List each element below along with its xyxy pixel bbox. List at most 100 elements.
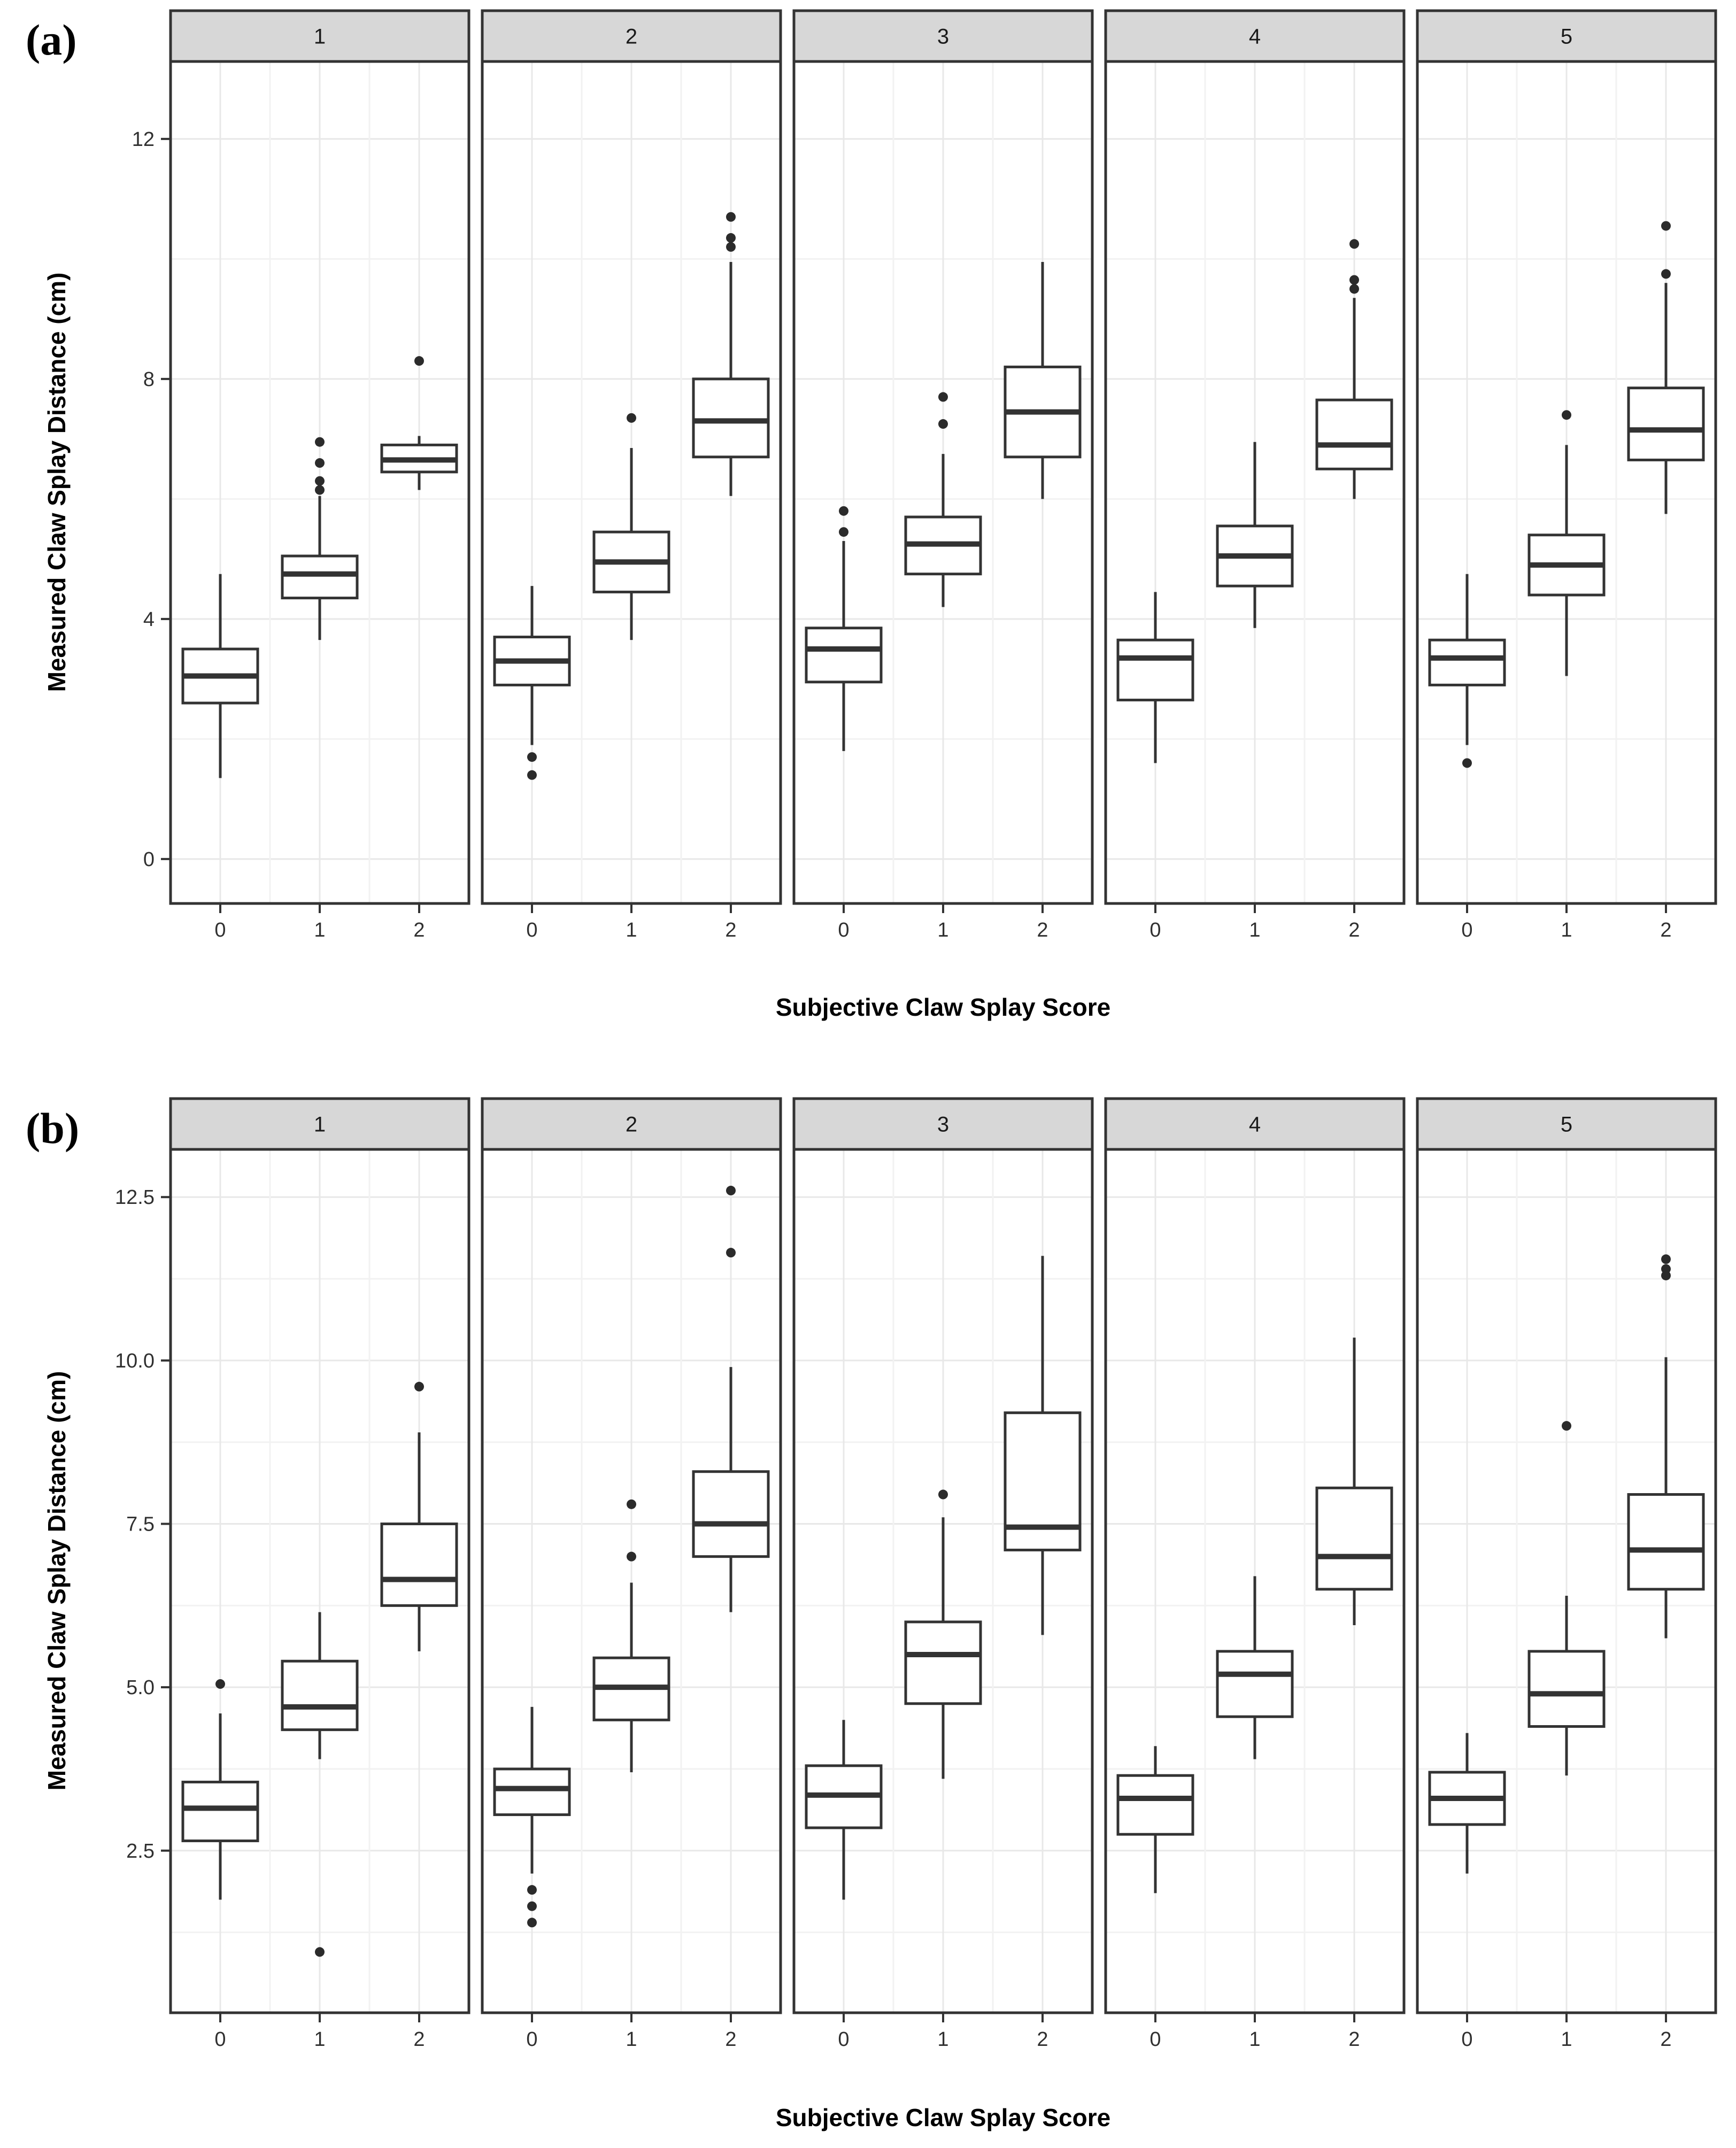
facet-strip-label: 5 — [1561, 1113, 1572, 1137]
outlier-point — [1349, 284, 1359, 294]
outlier-point — [1562, 410, 1571, 420]
outlier-point — [1349, 275, 1359, 285]
facet-strip-label: 1 — [314, 1113, 326, 1137]
facet-strip-label: 2 — [626, 1113, 637, 1137]
x-axis-tick-label: 2 — [1348, 919, 1360, 941]
outlier-point — [938, 392, 948, 402]
outlier-point — [1562, 1421, 1571, 1431]
boxplot — [1315, 1338, 1393, 1626]
box-iqr — [1116, 638, 1194, 701]
facet-strip — [169, 9, 470, 63]
box-iqr — [493, 1767, 571, 1817]
x-axis-tick-label: 2 — [725, 919, 736, 941]
box-iqr — [380, 1523, 458, 1607]
panel-b-label: (b) — [26, 1104, 79, 1153]
box-iqr — [1315, 398, 1393, 470]
boxplot — [1004, 261, 1082, 499]
chart-b-svg: (b) 2.5 5.0 7.5 10.0 12.5 1 0 1 2 2 0 1 2 3 0 1 2 4 0 1 2 5 0 1… — [26, 1097, 1717, 2131]
x-axis-tick-label: 2 — [413, 919, 425, 941]
x-axis-tick-label: 1 — [937, 919, 948, 941]
outlier-point — [1661, 1264, 1671, 1274]
x-axis-tick-label: 0 — [214, 919, 226, 941]
outlier-point — [527, 752, 537, 762]
box-iqr — [1315, 1486, 1393, 1591]
x-axis-tick-label: 1 — [937, 2028, 948, 2051]
x-axis-tick-label: 0 — [1149, 919, 1161, 941]
outlier-point — [527, 770, 537, 780]
facet-strip-label: 3 — [937, 1113, 949, 1137]
outlier-point — [1661, 269, 1671, 279]
boxplot — [493, 586, 571, 780]
box-iqr — [281, 554, 359, 600]
x-axis-tick-label: 2 — [413, 2028, 425, 2051]
outlier-point — [726, 242, 736, 252]
boxplot — [1627, 1254, 1705, 1639]
outlier-point — [726, 233, 736, 243]
facet-strip-label: 2 — [626, 25, 637, 49]
boxplot — [1428, 1733, 1506, 1874]
box-iqr — [1428, 638, 1506, 686]
box-iqr — [692, 1470, 770, 1558]
boxplot — [805, 506, 883, 751]
y-axis-tick-label: 10.0 — [115, 1350, 155, 1372]
outlier-point — [726, 1186, 736, 1196]
facet-strip-label: 3 — [937, 25, 949, 49]
boxplot — [1004, 1256, 1082, 1635]
outlier-point — [1462, 758, 1472, 768]
box-iqr — [904, 1620, 982, 1705]
facet-strip — [1104, 9, 1406, 63]
outlier-point — [627, 1551, 636, 1562]
outlier-point — [414, 1381, 424, 1392]
x-axis-tick-label: 1 — [314, 2028, 325, 2051]
boxplot — [1216, 442, 1294, 628]
x-axis-tick-label: 1 — [626, 919, 637, 941]
boxplot — [1116, 592, 1194, 763]
outlier-point — [1349, 239, 1359, 249]
panel-a-label: (a) — [26, 16, 77, 64]
y-axis-tick-label: 2.5 — [126, 1840, 155, 1863]
x-axis-tick-label: 1 — [626, 2028, 637, 2051]
x-axis-tick-label: 2 — [1037, 919, 1048, 941]
x-axis-tick-label: 0 — [526, 919, 537, 941]
boxplot — [805, 1720, 883, 1900]
chart-a: (a) 0 4 8 12 1 0 1 2 2 0 1 2 3 0 1 2 4 0 1 2 5 0 1 2 Measured C… — [26, 9, 1717, 1021]
x-axis-tick-label: 0 — [838, 2028, 849, 2051]
boxplot — [1627, 221, 1705, 514]
facet-strip-label: 4 — [1249, 25, 1261, 49]
y-axis-tick-label: 7.5 — [126, 1513, 155, 1536]
x-axis-tick-label: 0 — [838, 919, 849, 941]
box-iqr — [1627, 387, 1705, 461]
x-axis-tick-label: 1 — [1561, 2028, 1572, 2051]
x-axis-tick-label: 0 — [214, 2028, 226, 2051]
outlier-point — [414, 356, 424, 366]
boxplot — [493, 1706, 571, 1928]
boxplot — [181, 1679, 259, 1900]
x-axis-tick-label: 0 — [1149, 2028, 1161, 2051]
boxplot — [380, 1381, 458, 1651]
boxplot — [181, 574, 259, 778]
x-axis-tick-label: 2 — [1660, 2028, 1671, 2051]
boxplot — [1216, 1576, 1294, 1759]
boxplot — [692, 1186, 770, 1612]
facet-strip-label: 4 — [1249, 1113, 1261, 1137]
outlier-point — [839, 506, 848, 516]
y-axis-tick-label: 12 — [132, 128, 155, 151]
facet-strip — [169, 1097, 470, 1151]
boxplot — [281, 437, 359, 640]
boxplot — [380, 356, 458, 490]
x-axis-tick-label: 1 — [1249, 919, 1260, 941]
boxplot — [1315, 239, 1393, 499]
boxplot — [281, 1612, 359, 1957]
facet-strip-label: 1 — [314, 25, 326, 49]
x-axis-tick-label: 0 — [1461, 2028, 1472, 2051]
y-axis-tick-label: 5.0 — [126, 1676, 155, 1699]
x-axis-tick-label: 1 — [1249, 2028, 1260, 2051]
x-axis-tick-label: 1 — [1561, 919, 1572, 941]
facet-strip-label: 5 — [1561, 25, 1572, 49]
x-axis-tick-label: 2 — [1037, 2028, 1048, 2051]
y-axis-title-a: Measured Claw Splay Distance (cm) — [43, 273, 71, 692]
box-iqr — [1527, 1650, 1606, 1728]
